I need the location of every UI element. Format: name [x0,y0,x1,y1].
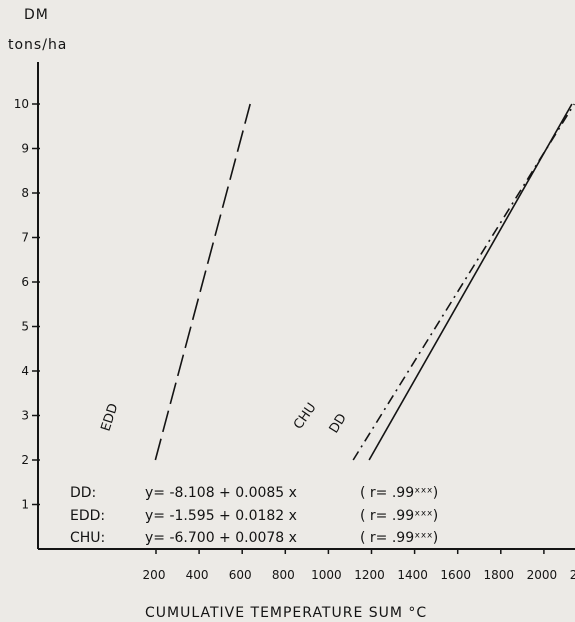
equation-dd: y= -8.108 + 0.0085 x [145,485,297,501]
series-label-dd: DD [327,411,350,436]
equation-label-dd: DD: [70,485,96,501]
r-value-chu: ( r= .99ˣˣˣ) [360,530,438,546]
y-tick-label: 5 [21,320,29,334]
y-axis-title-line2: tons/ha [8,37,67,53]
y-tick-label: 6 [21,275,29,289]
series-line-edd [154,103,251,461]
y-tick-label: 3 [21,409,29,423]
r-value-dd: ( r= .99ˣˣˣ) [360,485,438,501]
axes [37,62,575,550]
x-axis-title: CUMULATIVE TEMPERATURE SUM °C [145,605,427,621]
equation-edd: y= -1.595 + 0.0182 x [145,508,297,524]
y-tick-label: 1 [21,498,29,512]
y-tick-label: 7 [21,231,29,245]
r-value-edd: ( r= .99ˣˣˣ) [360,508,438,524]
x-tick-label: 2200 [570,568,575,582]
x-tick-label: 600 [229,568,252,582]
y-tick-label: 9 [21,142,29,156]
y-tick-label: 4 [21,364,29,378]
x-tick-label: 800 [272,568,295,582]
x-ticks: 200 400 600 800 1000 1200 1400 1600 1800 2000 2200 [143,549,575,582]
y-axis-title-line1: DM [24,7,49,23]
x-tick-label: 200 [143,568,166,582]
y-tick-label: 8 [21,186,29,200]
series-lines [154,103,575,461]
y-tick-label: 10 [14,97,29,111]
series-line-dd [368,103,573,461]
series-label-edd: EDD [99,402,122,433]
series-label-chu: CHU [291,400,320,432]
equation-label-edd: EDD: [70,508,105,524]
x-tick-label: 1200 [354,568,385,582]
x-tick-label: 1600 [440,568,471,582]
equation-chu: y= -6.700 + 0.0078 x [145,530,297,546]
series-line-chu [352,103,575,461]
y-tick-label: 2 [21,453,29,467]
equations-block: DD: y= -8.108 + 0.0085 x ( r= .99ˣˣˣ) ED… [70,485,438,546]
y-ticks: 1 2 3 4 5 6 7 8 9 10 [14,97,40,512]
x-tick-label: 400 [186,568,209,582]
x-tick-label: 1800 [484,568,515,582]
equation-label-chu: CHU: [70,530,105,546]
x-tick-label: 1400 [397,568,428,582]
x-tick-label: 1000 [311,568,342,582]
x-tick-label: 2000 [527,568,558,582]
